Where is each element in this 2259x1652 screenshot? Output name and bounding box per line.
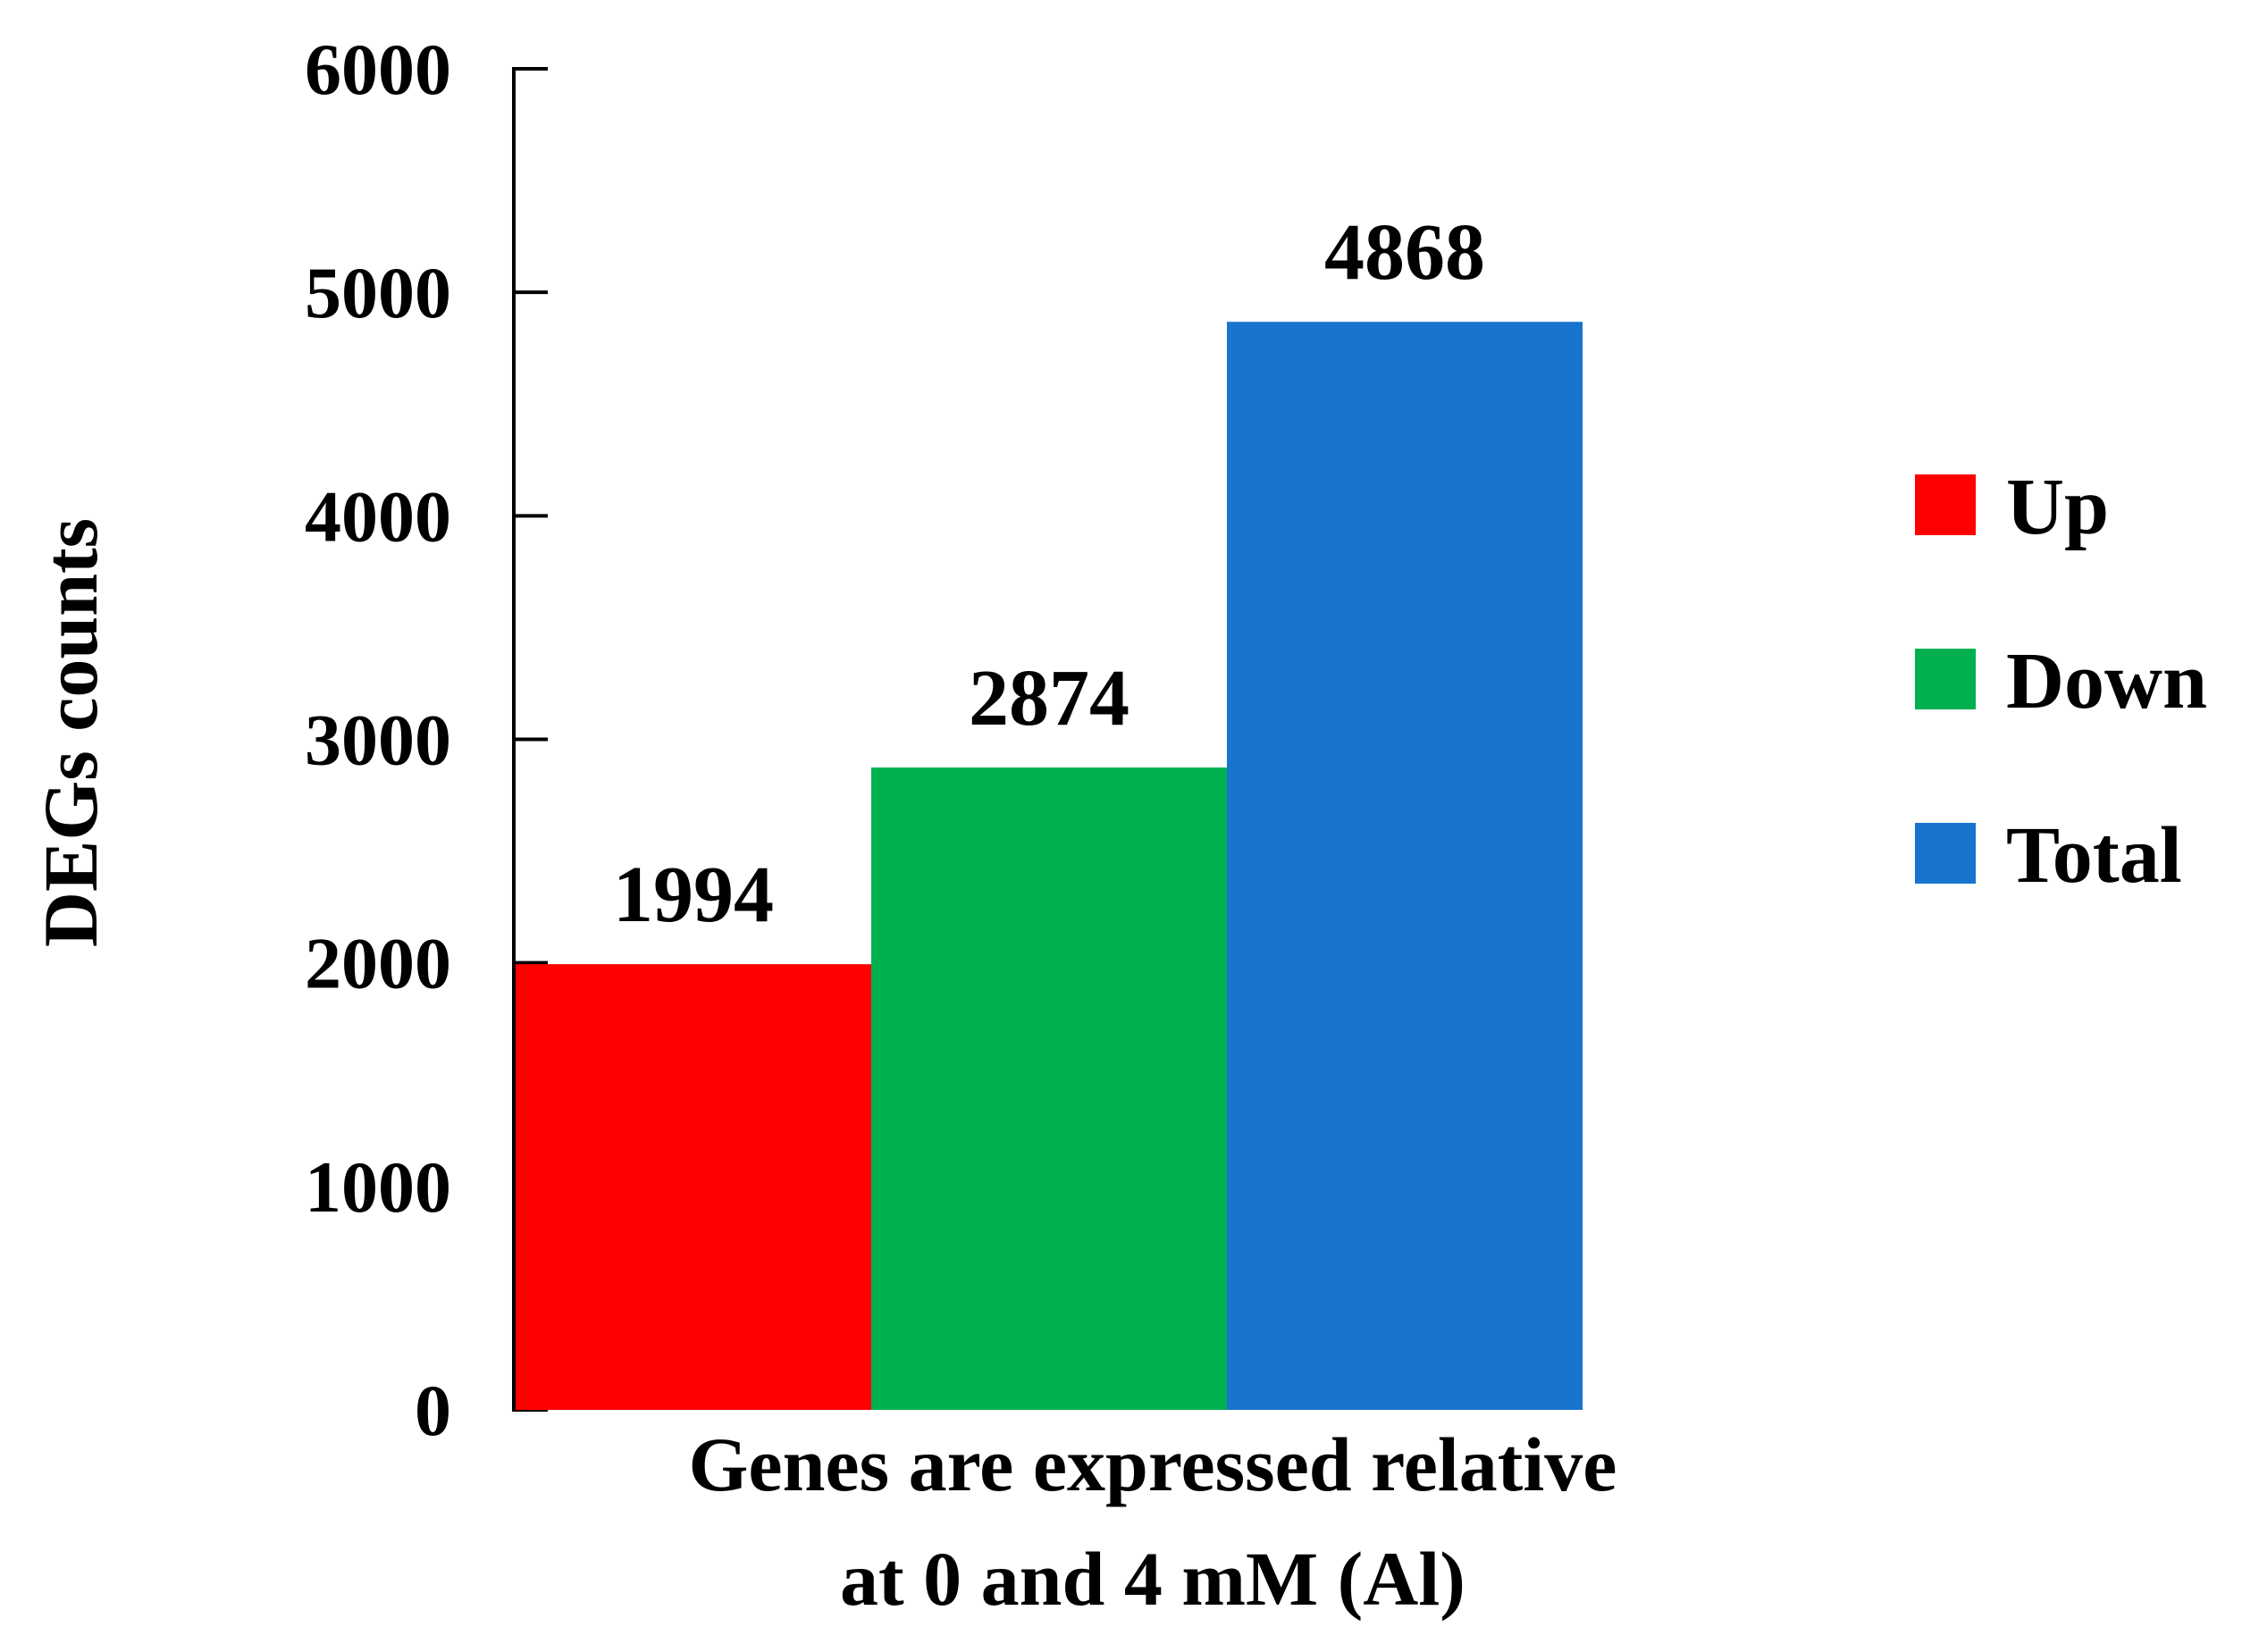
bar-up	[516, 964, 871, 1410]
bar-data-labels: 1994 2874 4868	[613, 208, 1485, 939]
y-tick-label: 6000	[305, 29, 451, 110]
y-axis: 0 1000 2000 3000 4000 5000 6000	[305, 29, 548, 1451]
y-tick-label: 2000	[305, 923, 451, 1004]
legend-label-down: Down	[2006, 637, 2207, 725]
y-axis-title: DEGs counts	[28, 518, 113, 947]
legend: Up Down Total	[1915, 463, 2207, 900]
y-tick-label: 4000	[305, 475, 451, 557]
legend-swatch-down	[1915, 649, 1976, 709]
y-tick-label: 1000	[305, 1146, 451, 1228]
bars	[516, 322, 1583, 1410]
legend-label-up: Up	[2006, 463, 2109, 551]
bar-down	[871, 767, 1227, 1410]
y-tick-label: 5000	[305, 252, 451, 333]
x-axis-title-line-1: Genes are expressed relative	[689, 1421, 1617, 1507]
legend-swatch-up	[1915, 474, 1976, 535]
legend-label-total: Total	[2006, 811, 2182, 900]
legend-swatch-total	[1915, 823, 1976, 884]
x-axis-title-line-2: at 0 and 4 mM (Al)	[840, 1536, 1465, 1622]
bar-value-label: 1994	[613, 851, 774, 939]
bar-total	[1227, 322, 1583, 1410]
y-tick-label: 3000	[305, 700, 451, 781]
y-tick-label: 0	[415, 1370, 451, 1451]
bar-value-label: 2874	[969, 654, 1130, 742]
bar-value-label: 4868	[1324, 208, 1485, 297]
